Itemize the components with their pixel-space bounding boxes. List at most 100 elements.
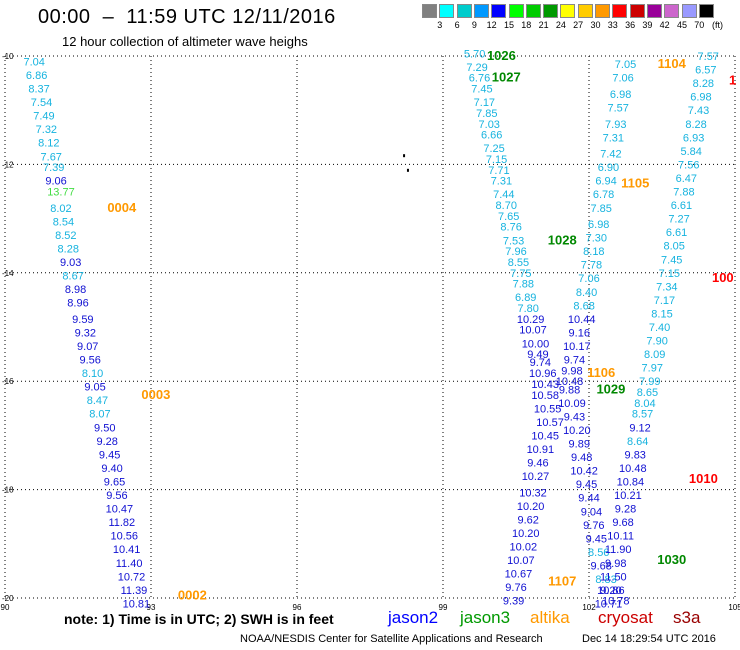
- wave-height-value: 9.49: [527, 349, 548, 361]
- wave-height-value: 10.86: [597, 585, 625, 597]
- wave-height-value: 9.76: [583, 520, 604, 532]
- wave-height-value: 10.56: [110, 531, 138, 543]
- pass-time-label: 1107: [548, 574, 576, 589]
- wave-height-value: 8.70: [496, 200, 517, 212]
- wave-height-value: 8.04: [634, 398, 655, 410]
- wave-height-value: 9.20: [600, 585, 621, 597]
- wave-height-value: 5.70: [464, 48, 485, 60]
- wave-height-value: 10.44: [568, 314, 596, 326]
- wave-height-value: 9.05: [84, 382, 105, 394]
- wave-height-value: 11.50: [600, 571, 627, 583]
- wave-height-value: 8.02: [50, 203, 71, 215]
- wave-height-value: 7.53: [503, 235, 524, 247]
- wave-height-value: 8.47: [87, 395, 108, 407]
- pass-time-label: 100: [712, 270, 734, 285]
- wave-height-value: 10.84: [617, 476, 645, 488]
- wave-height-value: 6.86: [26, 70, 47, 82]
- wave-height-value: 9.46: [527, 458, 548, 470]
- lon-tick-label: 90: [1, 603, 10, 612]
- wave-height-value: 7.29: [466, 62, 487, 74]
- wave-height-value: 8.68: [573, 300, 594, 312]
- wave-height-value: 7.54: [31, 97, 52, 109]
- wave-height-value: 6.76: [469, 73, 490, 85]
- wave-height-value: 7.03: [479, 119, 500, 131]
- wave-height-value: 8.10: [82, 368, 103, 380]
- wave-height-value: 9.45: [586, 533, 607, 545]
- pass-time-label: 1: [729, 72, 736, 87]
- scale-tick-label: 3: [437, 20, 443, 30]
- wave-height-value: 6.66: [481, 130, 502, 142]
- wave-height-value: 8.28: [693, 78, 714, 90]
- wave-height-value: 10.55: [534, 403, 562, 415]
- wave-height-value: 7.49: [33, 111, 54, 123]
- wave-height-value: 10.43: [531, 379, 559, 391]
- wave-height-value: 7.15: [486, 154, 507, 166]
- wave-height-value: 10.20: [512, 528, 540, 540]
- wave-height-value: 7.80: [517, 303, 538, 315]
- wave-height-value: 10.07: [519, 325, 547, 337]
- wave-height-value: 7.06: [578, 273, 599, 285]
- wave-height-value: 6.61: [666, 227, 687, 239]
- footer-credit: NOAA/NESDIS Center for Satellite Applica…: [240, 633, 543, 645]
- scale-swatch: [698, 4, 714, 18]
- wave-height-value: 6.94: [595, 176, 616, 188]
- wave-height-value: 6.93: [683, 132, 704, 144]
- wave-height-value: 7.45: [661, 254, 682, 266]
- wave-height-value: 7.06: [612, 73, 633, 85]
- wave-height-value: 9.76: [505, 582, 526, 594]
- lon-tick-label: 99: [439, 603, 448, 612]
- wave-height-value: 13.77: [47, 187, 75, 199]
- pass-time-label: 0003: [141, 387, 170, 402]
- scale-swatch: [508, 4, 524, 18]
- wave-height-value: 6.98: [690, 92, 711, 104]
- wave-height-value: 7.56: [678, 159, 699, 171]
- wave-height-value: 9.07: [77, 341, 98, 353]
- scale-swatch: [629, 4, 645, 18]
- legend-cryosat: cryosat: [598, 608, 653, 627]
- wave-height-value: 10.00: [522, 338, 550, 350]
- lon-tick-label: 102: [582, 603, 596, 612]
- wave-height-value: 10.45: [531, 430, 559, 442]
- wave-height-value: 8.28: [685, 119, 706, 131]
- wave-height-value: 10.42: [570, 466, 598, 478]
- scale-tick-label: 21: [538, 20, 549, 30]
- wave-height-value: 7.32: [36, 124, 57, 136]
- wave-height-value: 8.65: [637, 387, 658, 399]
- wave-height-value: 10.02: [510, 542, 538, 554]
- wave-height-value: 7.31: [491, 176, 512, 188]
- note-text: note: 1) Time is in UTC; 2) SWH is in fe…: [64, 611, 334, 627]
- lat-tick-label: -16: [2, 377, 14, 386]
- wave-height-value: 9.48: [571, 452, 592, 464]
- pass-time-label: 1028: [548, 232, 577, 247]
- legend-jason3: jason3: [460, 608, 511, 627]
- chart-title: 00:00 – 11:59 UTC 12/11/2016: [38, 6, 336, 28]
- wave-height-value: 6.57: [695, 65, 716, 77]
- wave-height-value: 5.84: [680, 146, 701, 158]
- wave-height-value: 8.18: [583, 246, 604, 258]
- scale-swatch: [560, 4, 576, 18]
- wave-height-value: 9.40: [101, 463, 122, 475]
- wave-height-value: 7.43: [688, 105, 709, 117]
- wave-height-value: 9.74: [564, 355, 585, 367]
- wave-height-value: 8.56: [588, 547, 609, 559]
- scale-swatch: [543, 4, 559, 18]
- wave-height-value: 8.40: [576, 287, 597, 299]
- wave-height-value: 10.20: [517, 501, 545, 513]
- wave-height-value: 8.64: [627, 436, 648, 448]
- wave-height-value: 8.98: [65, 284, 86, 296]
- scale-swatch: [491, 4, 507, 18]
- pass-time-label: 1029: [596, 381, 625, 396]
- wave-height-value: 9.56: [79, 355, 100, 367]
- wave-height-value: 10.91: [527, 444, 555, 456]
- scale-tick-label: 45: [676, 20, 687, 30]
- wave-height-value: 9.50: [94, 422, 115, 434]
- wave-height-value: 8.67: [62, 271, 83, 283]
- scale-tick-label: 30: [590, 20, 601, 30]
- wave-height-value: 9.28: [96, 436, 117, 448]
- lat-tick-label: -10: [2, 52, 14, 61]
- wave-height-value: 9.98: [605, 558, 626, 570]
- wave-height-value: 10.27: [522, 471, 550, 483]
- wave-height-value: 9.68: [612, 517, 633, 529]
- scale-tick-label: 27: [573, 20, 584, 30]
